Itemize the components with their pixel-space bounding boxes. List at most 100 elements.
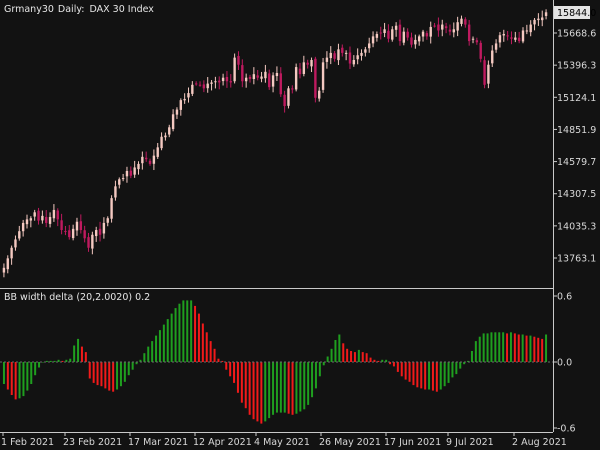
price-tick-label: 14035.3: [557, 221, 596, 232]
histogram-bar: [385, 359, 388, 362]
instrument-label: DAX 30 Index: [89, 4, 154, 15]
candle-body: [356, 55, 359, 60]
candle: [125, 166, 129, 183]
candle: [133, 160, 136, 178]
timeframe-label: Daily:: [58, 4, 85, 15]
histogram-bar: [244, 362, 247, 409]
candle-body: [14, 239, 17, 248]
candle: [91, 231, 94, 255]
candle: [306, 59, 309, 69]
candle: [387, 24, 390, 43]
current-price-tag: 15844.0: [554, 6, 596, 19]
candle-body: [133, 167, 136, 175]
candle: [464, 17, 467, 28]
candle: [525, 24, 529, 35]
histogram-bar: [533, 336, 536, 362]
histogram-bar: [112, 362, 115, 392]
histogram-bar: [252, 362, 255, 420]
histogram-bar: [486, 333, 489, 362]
histogram-bar: [240, 362, 243, 403]
candle-body: [164, 135, 167, 138]
candle: [21, 219, 25, 237]
histogram-bar: [45, 360, 48, 362]
price-tick-label: 14579.7: [557, 157, 596, 168]
candle: [379, 26, 382, 40]
candle: [471, 36, 475, 44]
histogram-bar: [451, 362, 454, 378]
candle-body: [202, 84, 206, 89]
candle: [456, 16, 459, 37]
histogram-bar: [404, 362, 407, 380]
candle: [144, 151, 148, 162]
candle: [417, 34, 421, 46]
candle-body: [179, 100, 182, 110]
candle-body: [114, 186, 117, 198]
histogram-bar: [521, 334, 524, 362]
histogram-bar: [279, 362, 282, 413]
candle-body: [229, 81, 232, 83]
candle: [260, 71, 263, 83]
candle: [225, 71, 229, 88]
histogram-bar: [272, 362, 275, 415]
histogram-bar: [217, 358, 220, 362]
histogram-bar: [186, 300, 189, 362]
histogram-bar: [416, 362, 419, 388]
candle-body: [183, 98, 186, 101]
candle-body: [152, 155, 156, 164]
histogram-bar: [431, 362, 434, 391]
histogram-bar: [209, 341, 212, 362]
candle-body: [294, 67, 298, 90]
candle-body: [271, 75, 275, 87]
histogram-bar: [205, 332, 208, 362]
candle: [533, 17, 536, 31]
histogram-bar: [170, 313, 173, 362]
candle: [268, 69, 271, 90]
candle: [410, 32, 413, 48]
histogram-bar: [295, 362, 298, 414]
candle: [241, 59, 244, 88]
histogram-bar: [38, 362, 41, 368]
candle-body: [118, 179, 121, 185]
candle-body: [541, 17, 544, 21]
candle: [79, 214, 83, 234]
candle: [368, 37, 371, 53]
candle-body: [291, 88, 294, 90]
candle-body: [206, 83, 209, 89]
histogram-bar: [57, 359, 60, 362]
candle: [256, 70, 259, 81]
candle-body: [37, 210, 40, 221]
candle-body: [368, 43, 371, 49]
time-tick-label: 23 Feb 2021: [63, 437, 122, 448]
indicator-tick-label: 0.6: [557, 292, 572, 303]
candle-body: [121, 178, 125, 180]
histogram-bar: [513, 333, 516, 362]
candle: [75, 217, 79, 236]
histogram-bar: [322, 362, 325, 366]
candle: [118, 177, 121, 189]
histogram-bar: [428, 362, 431, 390]
histogram-bar: [139, 359, 142, 362]
candle: [314, 56, 317, 103]
candle-body: [314, 58, 317, 98]
histogram-bar: [412, 362, 415, 386]
candle-body: [10, 247, 13, 259]
candle-body: [421, 31, 425, 37]
histogram-bar: [467, 360, 470, 362]
histogram-bar: [424, 362, 427, 390]
histogram-bar: [299, 362, 302, 412]
candle: [398, 19, 402, 46]
histogram-bar: [174, 308, 177, 362]
histogram-bar: [435, 362, 438, 392]
candle: [287, 86, 290, 109]
histogram-bar: [143, 353, 146, 362]
histogram-bar: [389, 362, 392, 365]
candle: [391, 26, 394, 42]
candle: [329, 46, 332, 65]
histogram-bar: [314, 362, 317, 389]
histogram-bar: [92, 362, 95, 383]
candle-body: [502, 34, 505, 36]
candle: [475, 37, 479, 45]
candle-body: [252, 74, 256, 80]
candle: [414, 34, 417, 49]
